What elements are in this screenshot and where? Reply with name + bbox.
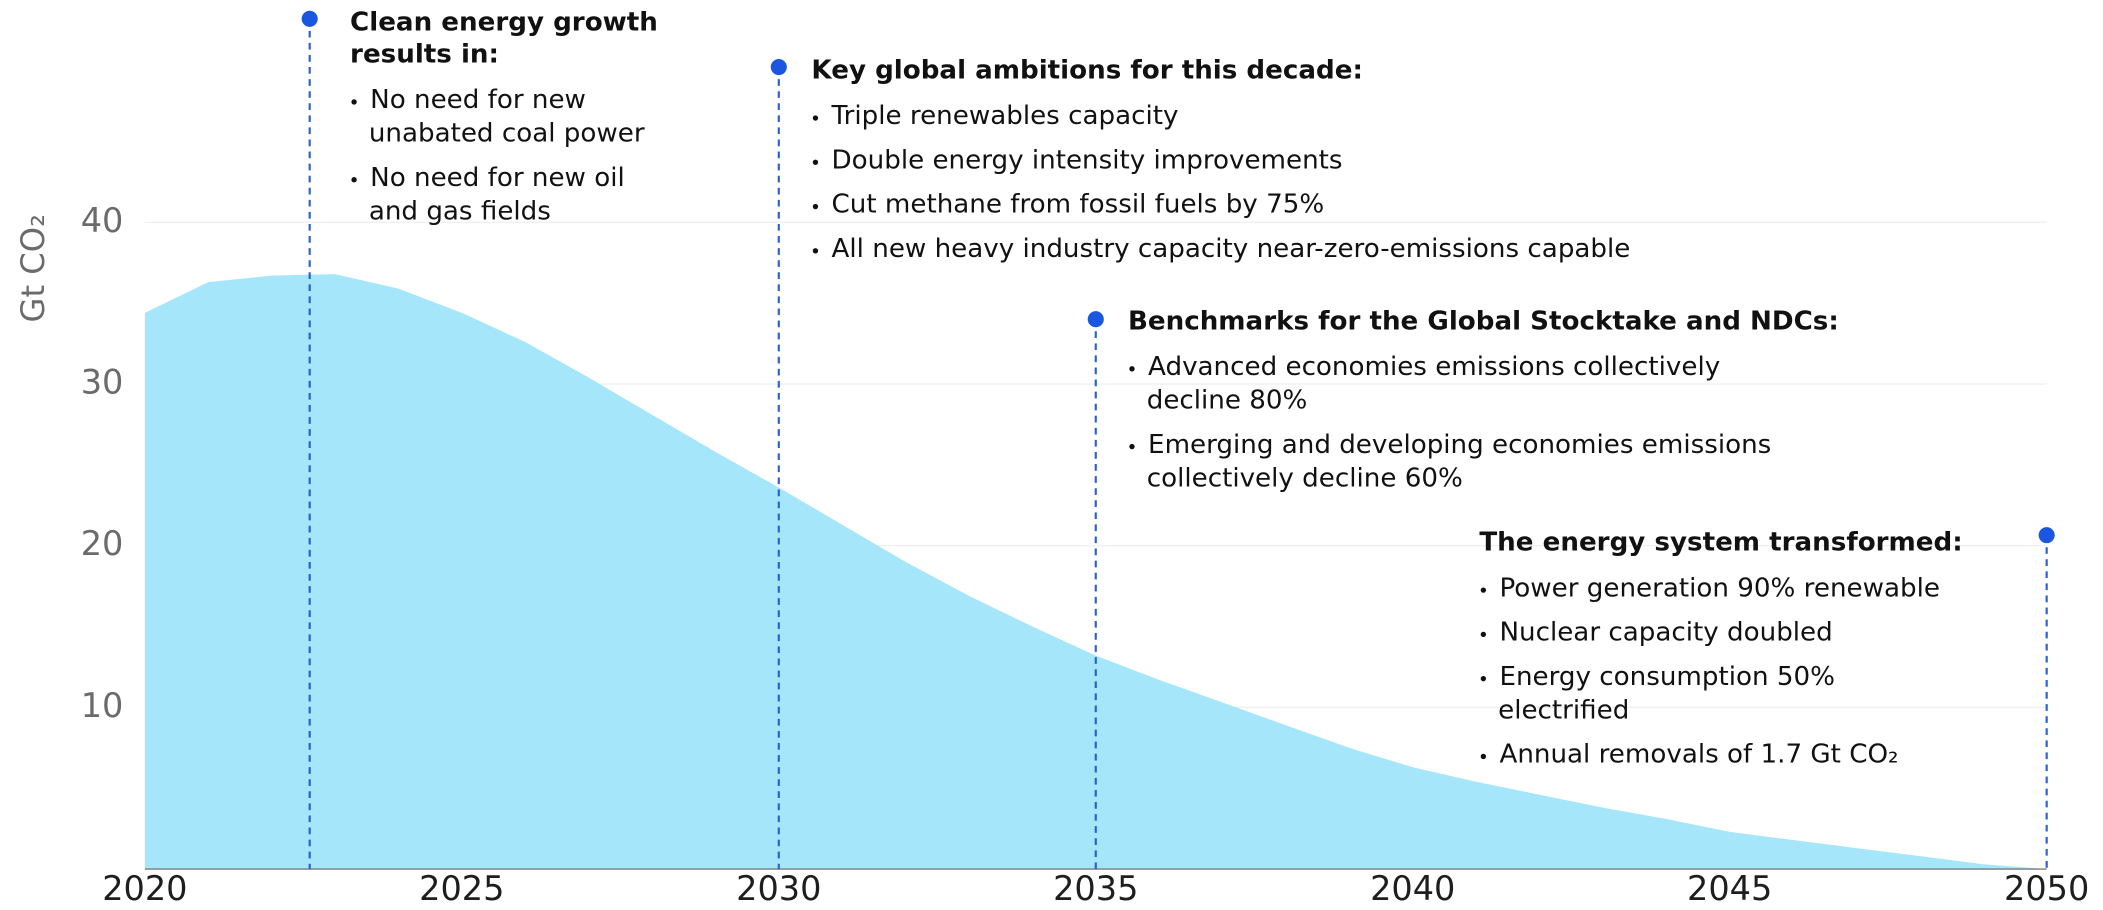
x-tick-label: 2050 bbox=[2004, 869, 2089, 908]
y-tick-label: 10 bbox=[81, 686, 124, 725]
x-tick-label: 2035 bbox=[1053, 869, 1138, 908]
emissions-area bbox=[144, 274, 2047, 870]
x-tick-label: 2045 bbox=[1687, 869, 1772, 908]
annotation-item: All new heavy industry capacity near-zer… bbox=[832, 234, 1631, 264]
annotation-item: electrified bbox=[1498, 695, 1629, 725]
annotation-item: Double energy intensity improvements bbox=[832, 145, 1343, 175]
annotation-heading: Clean energy growth bbox=[350, 7, 658, 37]
annotation-item: decline 80% bbox=[1147, 386, 1308, 416]
annotation-dot bbox=[301, 10, 318, 27]
x-tick-label: 2025 bbox=[419, 869, 504, 908]
annotation-heading: results in: bbox=[350, 39, 499, 69]
bullet bbox=[1129, 366, 1135, 372]
bullet bbox=[812, 248, 819, 254]
annotation-dot bbox=[770, 59, 787, 76]
y-axis-label: Gt CO₂ bbox=[14, 214, 52, 322]
annotation-item: Annual removals of 1.7 Gt CO₂ bbox=[1499, 740, 1898, 770]
y-tick-label: 30 bbox=[81, 363, 124, 402]
annotation-item: and gas fields bbox=[369, 196, 551, 226]
annotation-item: Power generation 90% renewable bbox=[1499, 573, 1939, 603]
annotation-item: Emerging and developing economies emissi… bbox=[1148, 430, 1771, 460]
annotation-dot bbox=[2038, 527, 2055, 544]
annotation-item: No need for new oil bbox=[370, 163, 625, 193]
annotation-heading: The energy system transformed: bbox=[1479, 528, 1962, 558]
x-tick-label: 2020 bbox=[102, 869, 187, 908]
annotation-heading: Benchmarks for the Global Stocktake and … bbox=[1128, 306, 1839, 336]
annotation-item: Nuclear capacity doubled bbox=[1499, 618, 1832, 648]
annotation-item: collectively decline 60% bbox=[1147, 463, 1463, 493]
annotation-item: Advanced economies emissions collectivel… bbox=[1148, 352, 1720, 382]
annotation-item: Triple renewables capacity bbox=[831, 101, 1179, 131]
annotation-heading: Key global ambitions for this decade: bbox=[811, 56, 1362, 86]
y-tick-label: 40 bbox=[81, 201, 124, 240]
x-tick-label: 2030 bbox=[736, 869, 821, 908]
annotation-item: Energy consumption 50% bbox=[1499, 662, 1835, 692]
bullet bbox=[351, 99, 357, 105]
annotation-item: Cut methane from fossil fuels by 75% bbox=[832, 190, 1325, 220]
bullet bbox=[1480, 675, 1487, 682]
annotation-dot bbox=[1087, 311, 1104, 328]
bullet bbox=[1480, 753, 1487, 760]
x-tick-label: 2040 bbox=[1370, 869, 1455, 908]
bullet bbox=[1129, 443, 1135, 450]
bullet bbox=[351, 177, 357, 183]
bullet bbox=[812, 159, 819, 165]
bullet bbox=[812, 203, 819, 210]
annotation-item: No need for new bbox=[370, 85, 586, 115]
bullet bbox=[1480, 587, 1487, 593]
bullet bbox=[812, 115, 819, 121]
y-tick-label: 20 bbox=[81, 524, 124, 563]
annotation-item: unabated coal power bbox=[369, 119, 645, 149]
bullet bbox=[1480, 631, 1487, 638]
